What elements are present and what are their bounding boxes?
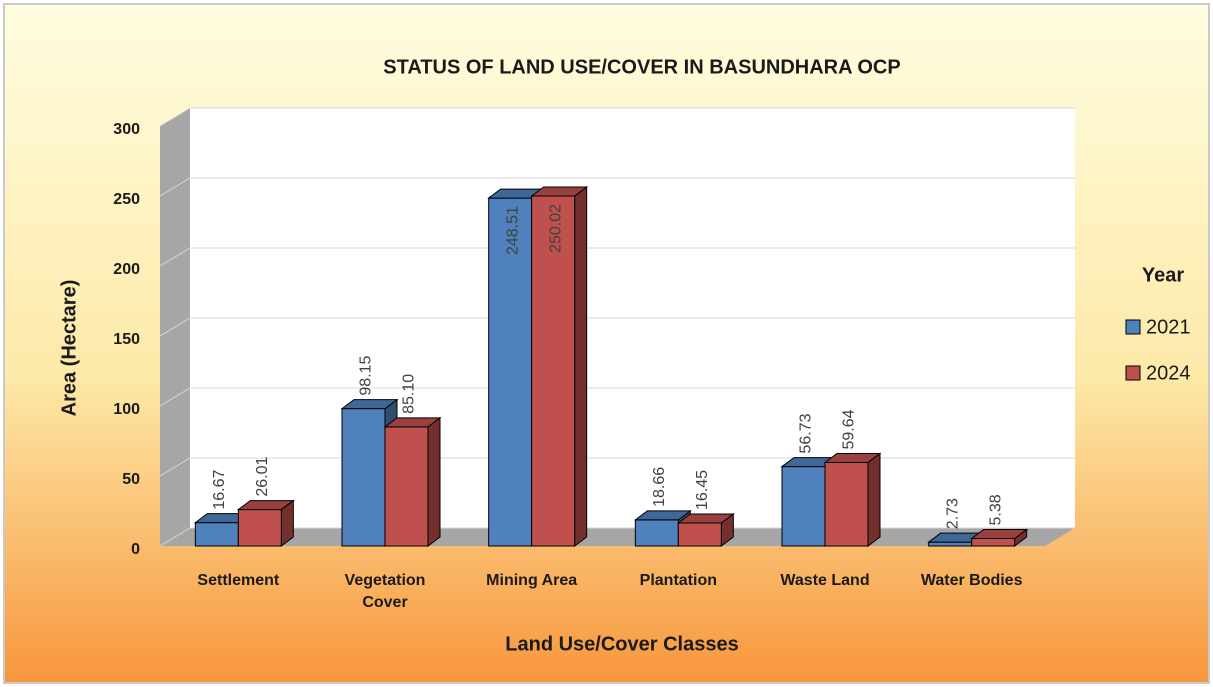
bar-front	[341, 408, 386, 547]
value-label: 5.38	[987, 494, 1004, 525]
bar-front	[781, 466, 826, 547]
bar-front	[634, 519, 679, 547]
grid-line	[159, 527, 191, 547]
bar	[383, 416, 442, 547]
value-label: 56.73	[798, 413, 815, 453]
bar-top	[340, 399, 399, 410]
bar-front	[928, 541, 973, 547]
grid-line	[159, 457, 191, 477]
x-tick-label: Plantation	[639, 572, 717, 589]
x-tick-label-box: Settlement	[197, 572, 280, 589]
bar	[236, 499, 295, 547]
y-tick-label: 200	[113, 261, 140, 278]
bar	[676, 512, 735, 547]
x-tick-label: Vegetation Cover	[344, 572, 426, 611]
bar-side	[574, 185, 588, 547]
x-tick-label-box: Mining Area	[486, 572, 578, 589]
bar	[633, 509, 692, 547]
bar-top	[383, 417, 442, 428]
bar-front	[531, 195, 576, 547]
bar-front	[971, 537, 1016, 547]
x-tick-label: Mining Area	[486, 572, 578, 589]
x-tick-label-box: Waste Land	[780, 572, 870, 589]
legend-label: 2024	[1146, 362, 1191, 384]
y-tick-label: 250	[113, 191, 140, 208]
grid-line	[159, 107, 191, 127]
bar-front	[677, 522, 722, 547]
chart-title: STATUS OF LAND USE/COVER IN BASUNDHARA O…	[383, 56, 900, 78]
value-label: 98.15	[358, 355, 375, 395]
bar-front	[384, 426, 429, 547]
grid-line	[159, 387, 191, 407]
x-tick-label-box: Plantation	[639, 572, 717, 589]
bar	[823, 452, 882, 547]
y-tick-label: 300	[113, 121, 140, 138]
bar-top	[823, 453, 882, 464]
y-axis-title: Area (Hectare)	[58, 280, 80, 417]
bar-front	[824, 462, 869, 547]
x-tick-label: Settlement	[197, 572, 280, 589]
bar-front	[488, 197, 533, 547]
value-label: 16.45	[694, 470, 711, 510]
value-label: 2.73	[944, 498, 961, 529]
value-label: 85.10	[401, 374, 418, 414]
legend-title: Year	[1142, 264, 1184, 286]
bar	[970, 528, 1029, 548]
bar-front	[237, 509, 282, 547]
x-tick-label: Water Bodies	[920, 572, 1023, 589]
bar-top	[633, 510, 692, 521]
value-label: 26.01	[254, 456, 271, 496]
y-tick-label: 50	[122, 471, 140, 488]
y-tick-label: 0	[131, 541, 140, 558]
bar-side	[427, 416, 441, 547]
y-tick-label: 100	[113, 401, 140, 418]
bar	[530, 185, 589, 547]
legend-swatch	[1125, 319, 1141, 335]
bar-top	[970, 528, 1029, 539]
grid-line	[159, 317, 191, 337]
bar-top	[676, 513, 735, 524]
grid-line	[159, 247, 191, 267]
legend-swatch	[1125, 365, 1141, 381]
value-label: 59.64	[841, 409, 858, 449]
bar-side	[867, 452, 881, 547]
value-label: 18.66	[651, 467, 668, 507]
bar-top	[236, 500, 295, 511]
x-tick-label-box: Vegetation Cover	[344, 572, 426, 611]
x-tick-label-box: Water Bodies	[920, 572, 1023, 589]
grid-line	[159, 177, 191, 197]
value-label: 16.67	[211, 470, 228, 510]
y-tick-label: 150	[113, 331, 140, 348]
bar-front	[194, 522, 239, 547]
value-label: 248.51	[504, 206, 521, 255]
x-axis-title: Land Use/Cover Classes	[505, 633, 738, 655]
x-tick-label: Waste Land	[780, 572, 870, 589]
value-label: 250.02	[547, 204, 564, 253]
bar-top	[530, 186, 589, 197]
legend-label: 2021	[1146, 316, 1191, 338]
